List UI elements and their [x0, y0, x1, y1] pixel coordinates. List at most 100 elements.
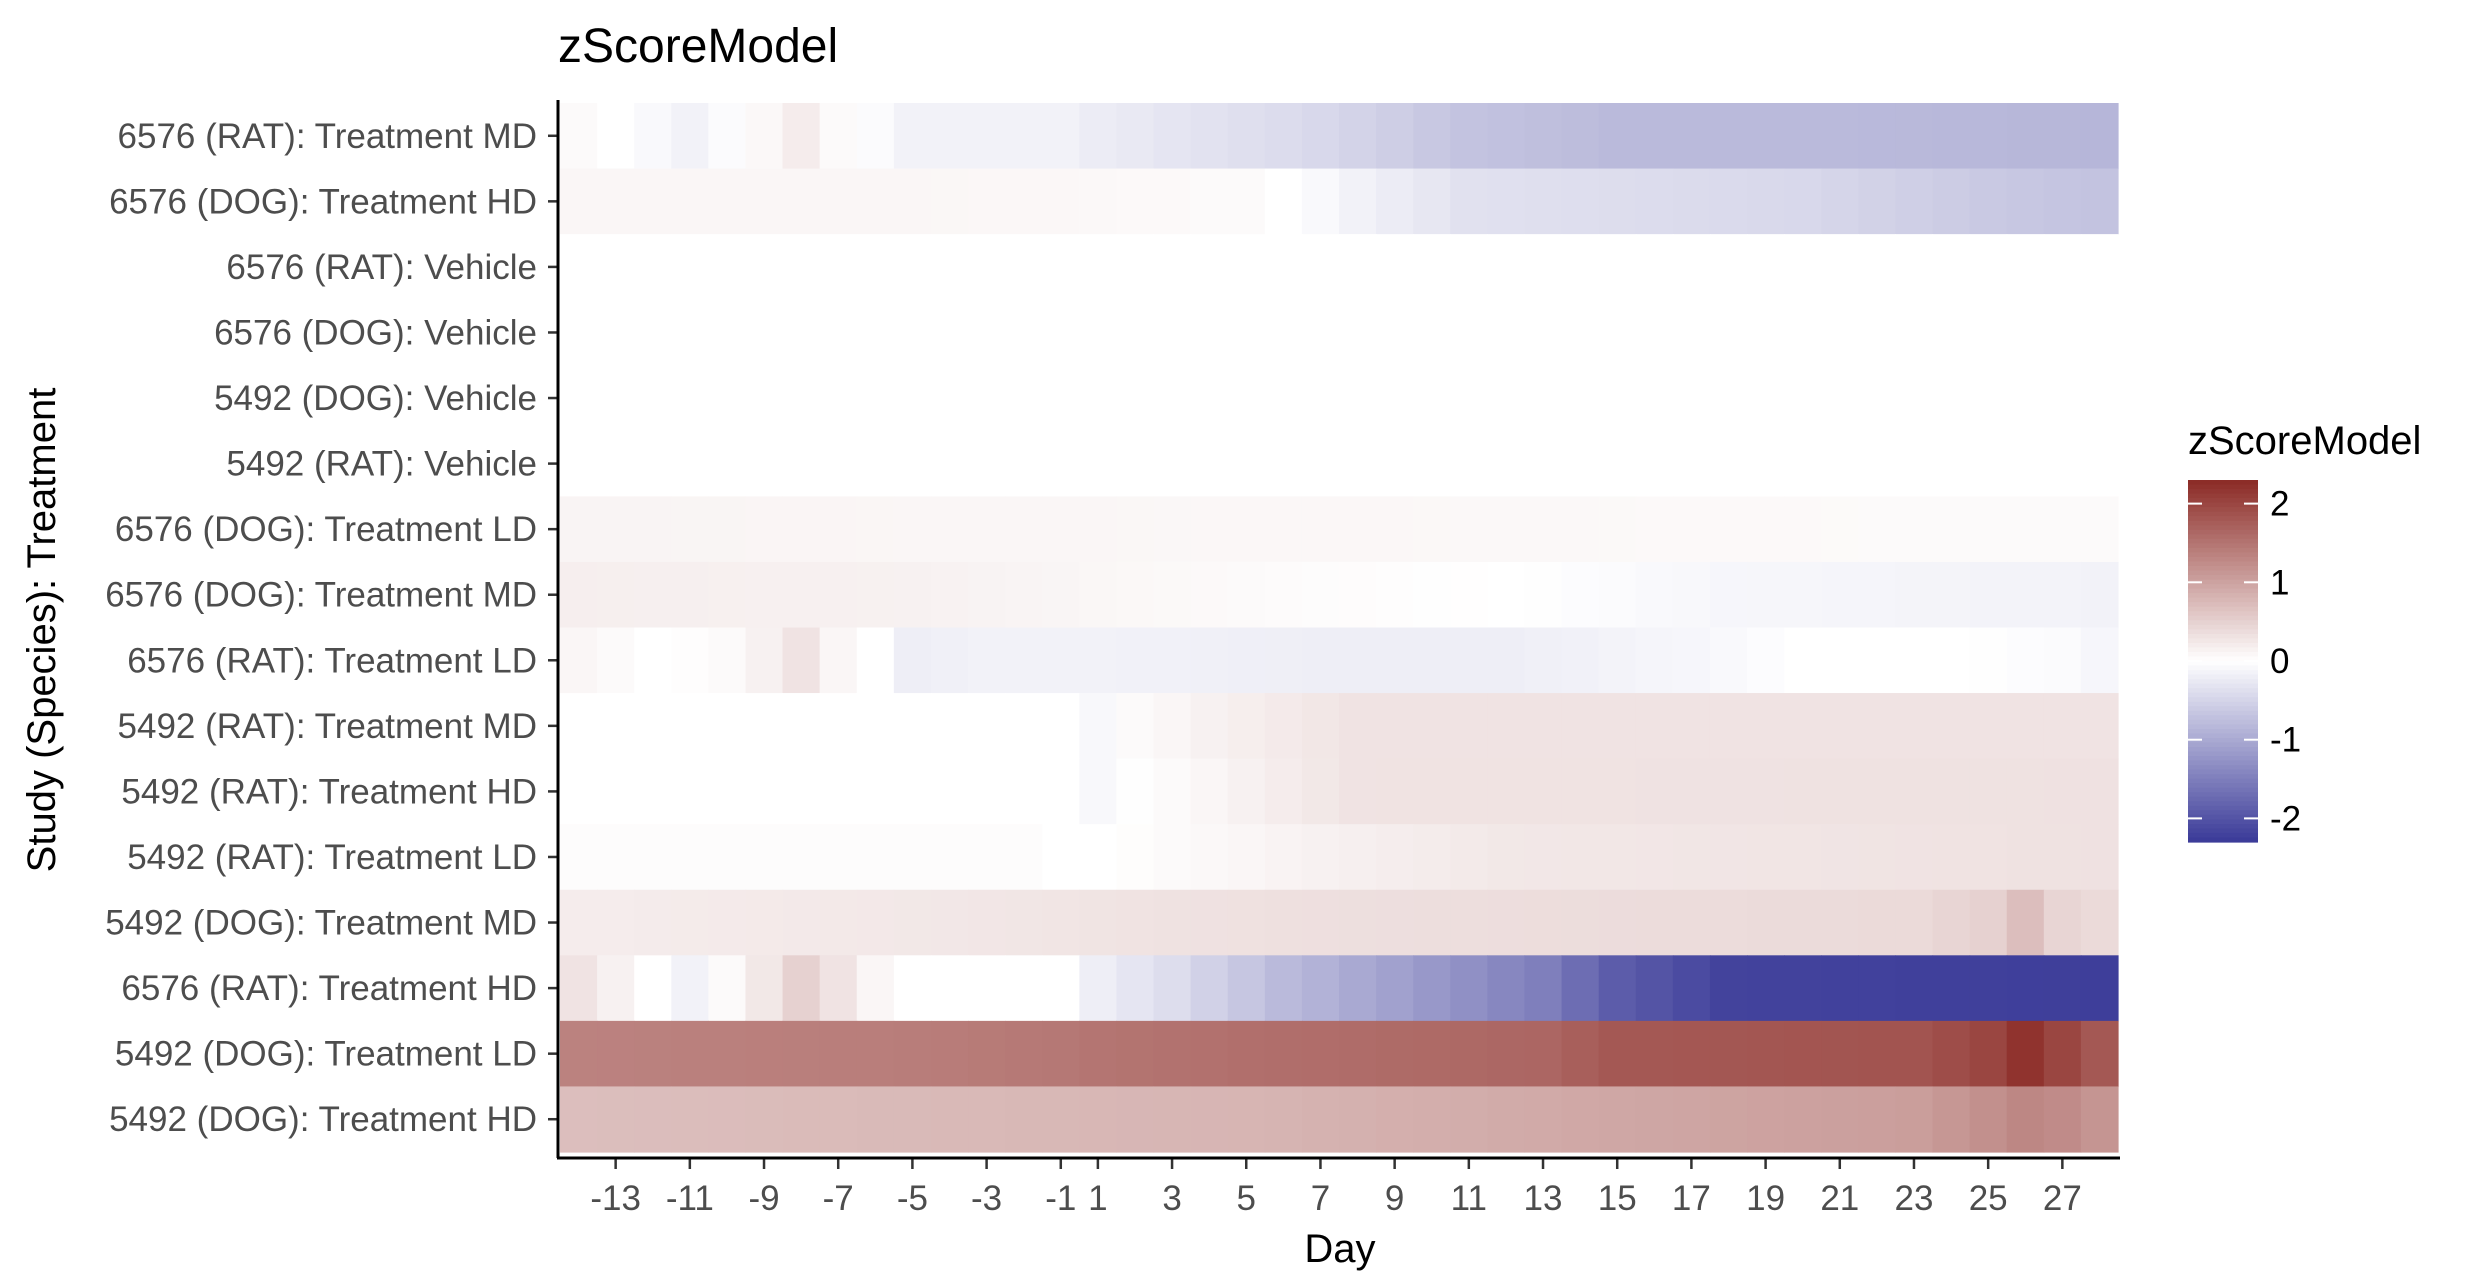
heatmap-cell	[1413, 365, 1451, 432]
heatmap-cell	[708, 430, 747, 497]
heatmap-cell	[856, 561, 895, 629]
legend: zScoreModel 2 1 0 -1 -2	[2188, 419, 2421, 843]
heatmap-cell	[1858, 1086, 1897, 1153]
heatmap-cell	[634, 168, 672, 235]
heatmap-cell	[1561, 889, 1600, 956]
heatmap-cell	[1821, 168, 1859, 235]
heatmap-cell	[1858, 824, 1897, 891]
heatmap-cell	[893, 693, 932, 760]
heatmap-cell	[1190, 955, 1229, 1022]
heatmap-cell	[1450, 168, 1488, 235]
heatmap-cell	[1487, 103, 1526, 170]
legend-color-step	[2188, 832, 2258, 839]
heatmap-cell	[1672, 496, 1711, 563]
heatmap-cell	[782, 824, 821, 891]
heatmap-cell	[1784, 234, 1822, 301]
heatmap-cell	[782, 168, 821, 235]
legend-color-step	[2188, 837, 2258, 843]
heatmap-cell	[1895, 299, 1934, 366]
heatmap-cell	[1079, 168, 1118, 235]
heatmap-cell	[1524, 693, 1563, 760]
heatmap-cell	[560, 496, 598, 563]
legend-color-step	[2188, 525, 2258, 531]
heatmap-cell	[597, 234, 635, 301]
heatmap-cell	[968, 889, 1006, 956]
heatmap-cell	[597, 365, 635, 432]
legend-color-step	[2188, 502, 2258, 508]
heatmap-cell	[1301, 365, 1340, 432]
heatmap-cell	[1005, 496, 1043, 563]
heatmap-cell	[1895, 693, 1934, 760]
heatmap-cell	[745, 758, 784, 825]
heatmap-cell	[856, 103, 895, 170]
heatmap-cell	[856, 365, 895, 432]
legend-color-step	[2188, 683, 2258, 689]
heatmap-cell	[856, 1020, 895, 1088]
heatmap-cell	[1747, 561, 1785, 629]
heatmap-cell	[1264, 1086, 1303, 1153]
heatmap-cell	[1932, 234, 1971, 301]
heatmap-cell	[1301, 561, 1340, 629]
y-tick-label: 5492 (RAT): Vehicle	[226, 445, 537, 484]
y-tick-labels: 6576 (RAT): Treatment MD 6576 (DOG): Trea…	[105, 117, 558, 1139]
heatmap-cell	[782, 758, 821, 825]
heatmap-cell	[1747, 693, 1785, 760]
x-tick-label: 19	[1746, 1179, 1785, 1218]
heatmap-cell	[1821, 758, 1859, 825]
heatmap-cell	[1450, 758, 1488, 825]
heatmap-cell	[1005, 758, 1043, 825]
heatmap-cell	[1561, 1086, 1600, 1153]
legend-color-step	[2188, 742, 2258, 748]
heatmap-cell	[819, 561, 858, 629]
heatmap-cell	[2006, 955, 2045, 1022]
heatmap-cell	[745, 693, 784, 760]
legend-color-step	[2188, 593, 2258, 599]
x-tick-label: -7	[823, 1179, 854, 1218]
heatmap-cell	[1079, 103, 1118, 170]
heatmap-cell	[1079, 955, 1118, 1022]
heatmap-cell	[930, 496, 969, 563]
heatmap-cell	[1042, 627, 1080, 694]
legend-color-step	[2188, 778, 2258, 784]
heatmap-cell	[1301, 168, 1340, 235]
heatmap-cell	[1635, 430, 1674, 497]
heatmap-cell	[1227, 627, 1266, 694]
heatmap-cell	[1450, 234, 1488, 301]
heatmap-cell	[930, 693, 969, 760]
heatmap-cell	[2043, 1020, 2082, 1088]
heatmap-cell	[1339, 234, 1377, 301]
heatmap-cell	[1264, 168, 1303, 235]
heatmap-cell	[1858, 365, 1897, 432]
legend-color-step	[2188, 624, 2258, 630]
heatmap-cells	[560, 103, 2119, 1153]
heatmap-cell	[1858, 496, 1897, 563]
heatmap-cell	[930, 299, 969, 366]
legend-label: 1	[2270, 563, 2289, 602]
heatmap-cell	[968, 103, 1006, 170]
heatmap-cell	[1598, 365, 1637, 432]
heatmap-cell	[1413, 103, 1451, 170]
heatmap-cell	[1005, 889, 1043, 956]
heatmap-cell	[2043, 496, 2082, 563]
heatmap-cell	[1079, 824, 1118, 891]
heatmap-cell	[1932, 430, 1971, 497]
heatmap-cell	[1524, 430, 1563, 497]
x-tick-label: 11	[1451, 1179, 1487, 1218]
heatmap-cell	[1153, 1086, 1192, 1153]
heatmap-cell	[1487, 627, 1526, 694]
heatmap-cell	[2080, 561, 2119, 629]
heatmap-cell	[893, 824, 932, 891]
heatmap-cell	[1895, 824, 1934, 891]
heatmap-cell	[1042, 693, 1080, 760]
heatmap-cell	[1339, 758, 1377, 825]
heatmap-cell	[1858, 103, 1897, 170]
heatmap-cell	[1450, 889, 1488, 956]
y-axis-title: Study (Species): Treatment	[20, 388, 64, 873]
heatmap-cell	[634, 561, 672, 629]
heatmap-cell	[708, 1020, 747, 1088]
heatmap-cell	[968, 234, 1006, 301]
legend-color-step	[2188, 810, 2258, 816]
heatmap-cell	[560, 627, 598, 694]
heatmap-cell	[1524, 561, 1563, 629]
heatmap-cell	[1709, 234, 1748, 301]
